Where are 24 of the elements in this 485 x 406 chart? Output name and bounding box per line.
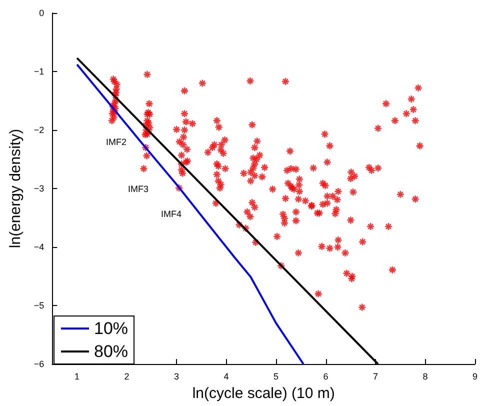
y-axis-title: ln(energy density) <box>7 128 24 248</box>
annotation: IMF2 <box>106 137 127 147</box>
x-tick-label: 1 <box>74 372 80 382</box>
x-tick-label: 5 <box>274 372 279 382</box>
y-tick-label: −4 <box>34 242 44 252</box>
y-tick-label: −3 <box>34 184 44 194</box>
x-tick-label: 3 <box>174 372 180 382</box>
annotation: IMF4 <box>161 209 182 219</box>
y-tick-label: −1 <box>34 66 44 76</box>
y-tick-label: −2 <box>34 125 44 135</box>
x-tick-label: 8 <box>422 372 428 382</box>
x-tick-label: 6 <box>323 372 328 382</box>
x-tick-label: 2 <box>124 372 130 382</box>
y-tick-label: −5 <box>34 300 44 310</box>
x-axis-title: ln(cycle scale) (10 m) <box>192 385 335 402</box>
x-tick-label: 9 <box>472 372 478 382</box>
legend-label: 10% <box>94 319 128 338</box>
y-tick-label: −6 <box>34 359 44 369</box>
x-tick-label: 7 <box>373 372 378 382</box>
y-tick-label: 0 <box>39 8 44 18</box>
line-series <box>76 63 304 365</box>
annotation: IMF3 <box>128 184 149 194</box>
legend-label: 80% <box>94 342 128 361</box>
x-tick-label: 4 <box>224 372 229 382</box>
